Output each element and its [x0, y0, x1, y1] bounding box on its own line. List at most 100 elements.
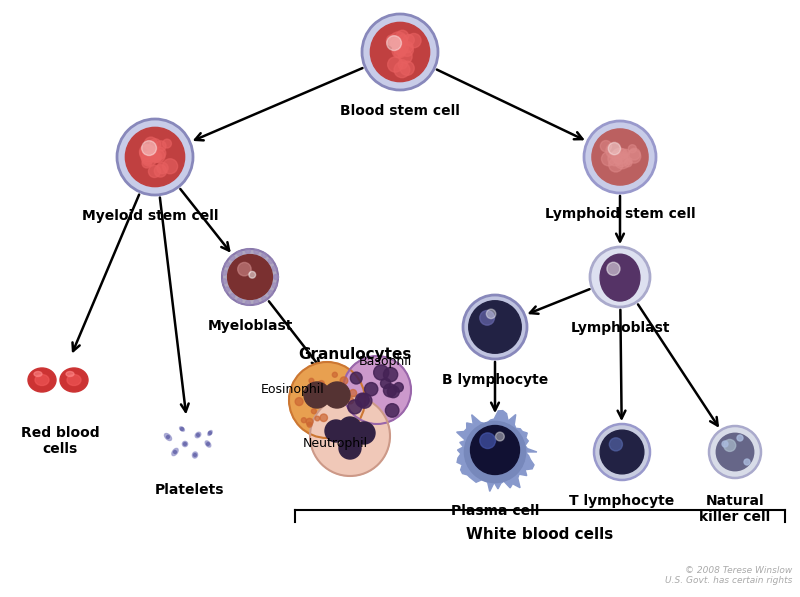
Ellipse shape — [28, 368, 56, 392]
Ellipse shape — [165, 433, 171, 441]
Circle shape — [206, 442, 210, 445]
Circle shape — [621, 152, 627, 158]
Circle shape — [616, 155, 628, 167]
Polygon shape — [457, 411, 537, 491]
Circle shape — [150, 139, 161, 150]
Circle shape — [401, 44, 414, 56]
Circle shape — [608, 152, 622, 166]
Circle shape — [709, 426, 761, 478]
Circle shape — [274, 275, 278, 279]
Circle shape — [594, 424, 650, 480]
Circle shape — [370, 22, 430, 82]
Circle shape — [386, 35, 398, 46]
Circle shape — [227, 254, 272, 300]
Circle shape — [302, 418, 306, 423]
Circle shape — [622, 149, 630, 156]
Circle shape — [295, 398, 303, 405]
Circle shape — [396, 30, 409, 42]
Circle shape — [394, 62, 410, 78]
Circle shape — [602, 137, 618, 153]
Circle shape — [126, 127, 185, 187]
Text: Natural
killer cell: Natural killer cell — [699, 494, 770, 524]
Circle shape — [149, 165, 161, 177]
Circle shape — [722, 441, 728, 447]
Ellipse shape — [179, 427, 185, 431]
Circle shape — [142, 151, 157, 166]
Circle shape — [222, 249, 278, 305]
Circle shape — [225, 287, 230, 292]
Circle shape — [402, 42, 413, 53]
Circle shape — [237, 251, 242, 256]
Circle shape — [629, 148, 640, 160]
Circle shape — [612, 148, 628, 164]
Circle shape — [495, 432, 504, 441]
Circle shape — [403, 35, 414, 46]
Circle shape — [383, 368, 398, 381]
Circle shape — [246, 248, 250, 254]
Circle shape — [584, 121, 656, 193]
Circle shape — [610, 438, 622, 451]
Circle shape — [464, 421, 526, 482]
Circle shape — [398, 35, 407, 44]
Circle shape — [246, 300, 250, 306]
Circle shape — [237, 298, 242, 303]
Ellipse shape — [172, 448, 178, 456]
Circle shape — [144, 137, 158, 150]
Circle shape — [268, 259, 273, 263]
Text: © 2008 Terese Winslow
U.S. Govt. has certain rights: © 2008 Terese Winslow U.S. Govt. has cer… — [665, 565, 792, 585]
Circle shape — [310, 396, 390, 476]
Circle shape — [156, 141, 166, 151]
Circle shape — [238, 263, 251, 276]
Text: Plasma cell: Plasma cell — [451, 504, 539, 518]
Circle shape — [340, 377, 348, 384]
Circle shape — [274, 275, 278, 279]
Text: Basophil: Basophil — [358, 355, 412, 368]
Circle shape — [339, 396, 345, 402]
Text: Eosinophil: Eosinophil — [261, 383, 325, 396]
Ellipse shape — [206, 441, 210, 447]
Circle shape — [197, 433, 199, 436]
Circle shape — [480, 433, 495, 448]
Circle shape — [340, 399, 344, 403]
Text: T lymphocyte: T lymphocyte — [570, 494, 674, 508]
Circle shape — [174, 451, 177, 454]
Circle shape — [272, 283, 277, 288]
Circle shape — [392, 44, 406, 58]
Circle shape — [386, 404, 399, 417]
Circle shape — [150, 151, 162, 162]
Circle shape — [272, 266, 277, 271]
Circle shape — [393, 39, 408, 55]
Circle shape — [249, 272, 256, 278]
Circle shape — [117, 119, 193, 195]
Circle shape — [394, 49, 402, 57]
Circle shape — [162, 139, 171, 148]
Circle shape — [469, 301, 522, 353]
Text: Platelets: Platelets — [155, 483, 225, 497]
Text: Lymphoid stem cell: Lymphoid stem cell — [545, 207, 695, 221]
Text: Granulocytes: Granulocytes — [298, 347, 412, 362]
Circle shape — [320, 414, 327, 421]
Circle shape — [254, 250, 259, 254]
Circle shape — [194, 454, 197, 457]
Circle shape — [391, 38, 402, 49]
Circle shape — [387, 386, 399, 398]
Circle shape — [142, 159, 151, 168]
Circle shape — [716, 433, 754, 470]
Circle shape — [600, 140, 611, 152]
Circle shape — [150, 152, 159, 161]
Ellipse shape — [600, 254, 640, 301]
Circle shape — [355, 393, 369, 407]
Circle shape — [486, 309, 496, 319]
Circle shape — [626, 158, 632, 165]
Circle shape — [222, 279, 227, 284]
Circle shape — [353, 422, 375, 444]
Circle shape — [324, 382, 350, 408]
Circle shape — [480, 310, 494, 325]
Circle shape — [162, 159, 178, 174]
Circle shape — [325, 420, 347, 442]
Circle shape — [318, 381, 325, 387]
Text: Lymphoblast: Lymphoblast — [570, 321, 670, 335]
Circle shape — [357, 393, 372, 408]
Circle shape — [381, 378, 390, 389]
Circle shape — [289, 362, 365, 438]
